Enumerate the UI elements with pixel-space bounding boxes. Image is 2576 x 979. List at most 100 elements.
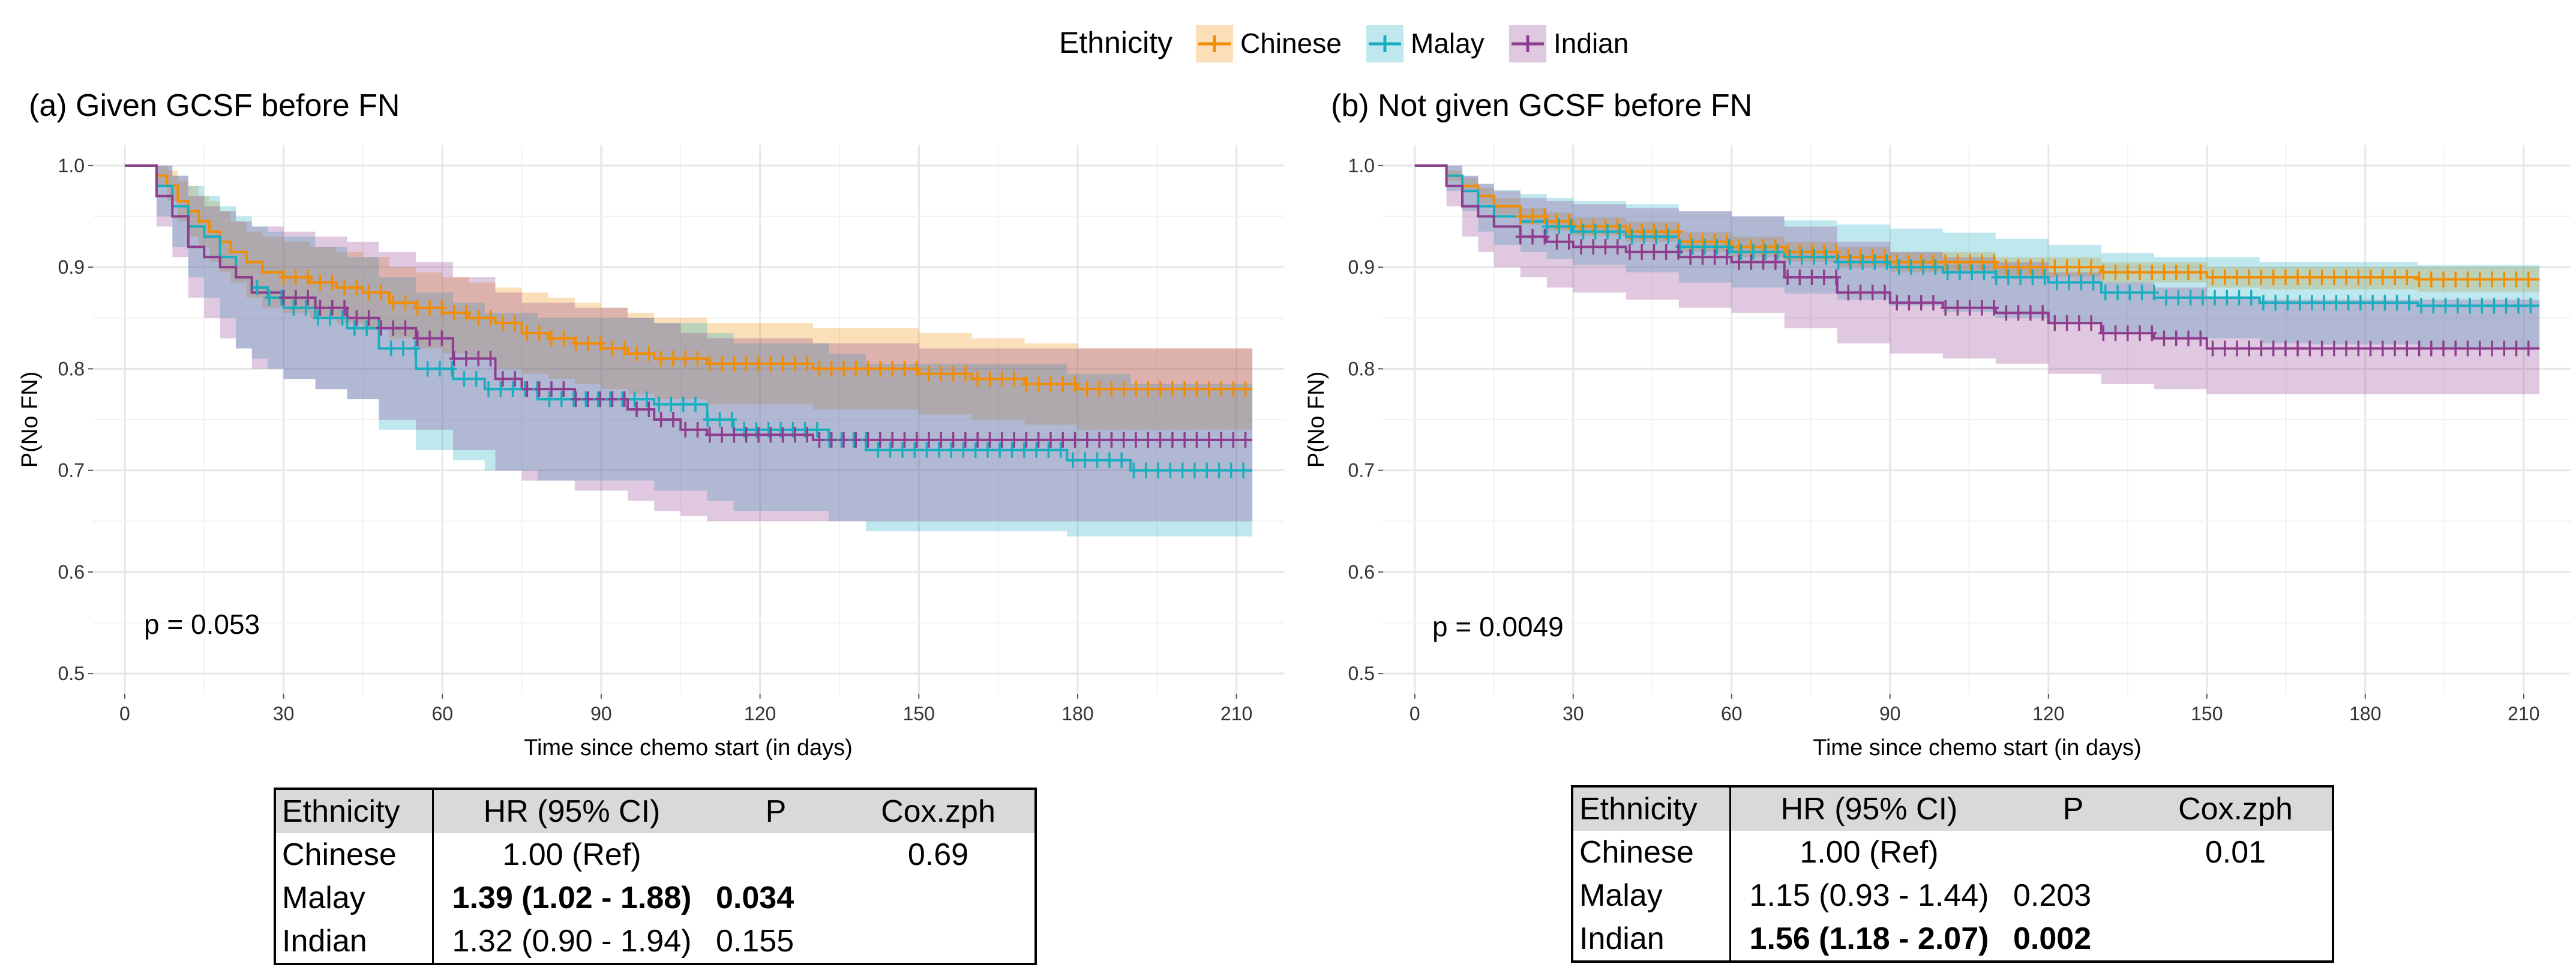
censor-marks-indian [278, 289, 1250, 448]
cell-ethnicity: Malay [275, 876, 434, 920]
header-p: P [2007, 786, 2139, 831]
y-tick-label: 0.9 [1348, 256, 1375, 278]
header-ethnicity: Ethnicity [1572, 786, 1731, 831]
censor-marks-chinese [1515, 208, 2533, 288]
axis-ticks: 0 30 60 90 120 150 180 210 0.5 0.6 0.7 0.8 0.9 1.0 [1348, 155, 2540, 724]
x-tick-label: 60 [1721, 703, 1743, 724]
x-axis-title: Time since chemo start (in days) [1813, 735, 2142, 761]
y-axis-title: P(No FN) [17, 372, 43, 468]
ci-band-indian [124, 165, 1253, 522]
table-row: Malay 1.15 (0.93 - 1.44) 0.203 [1572, 874, 2333, 917]
header-hr: HR (95% CI) [1730, 786, 2007, 831]
censor-marks [1515, 208, 2536, 357]
axis-ticks: 0 30 60 90 120 150 180 210 0.5 0.6 0.7 0.8 0.9 1.0 [58, 155, 1253, 724]
gridlines [93, 145, 1284, 694]
y-tick-label: 0.5 [1348, 663, 1375, 684]
table-row: Malay 1.39 (1.02 - 1.88) 0.034 [275, 876, 1036, 920]
ci-band-chinese [124, 165, 1253, 430]
cell-hr: 1.39 (1.02 - 1.88) [452, 881, 692, 915]
cell-hr: 1.32 (0.90 - 1.94) [452, 924, 692, 959]
y-tick-label: 0.6 [58, 561, 85, 583]
y-axis-title: P(No FN) [1304, 372, 1329, 468]
x-tick-label: 150 [2191, 703, 2223, 724]
ci-band-malay [1414, 165, 2540, 349]
y-tick-label: 1.0 [1348, 155, 1375, 176]
cell-coxzph: 0.01 [2205, 835, 2266, 870]
cell-ethnicity: Chinese [1572, 831, 1731, 874]
legend-label-malay: Malay [1411, 28, 1485, 59]
legend-item-malay: Malay [1366, 25, 1485, 62]
x-tick-label: 60 [431, 703, 453, 724]
y-tick-label: 0.8 [58, 358, 85, 379]
panel-title-a: (a) Given GCSF before FN [29, 88, 400, 123]
km-chart-b: 0 30 60 90 120 150 180 210 0.5 0.6 0.7 0.8 0.9 1.0 Ti… [1304, 145, 2571, 761]
table-row: Indian 1.32 (0.90 - 1.94) 0.155 [275, 920, 1036, 964]
cell-p: 0.155 [716, 924, 794, 959]
header-ethnicity: Ethnicity [275, 789, 434, 833]
table-row: Chinese 1.00 (Ref) 0.01 [1572, 831, 2333, 874]
cell-coxzph [2139, 874, 2333, 917]
x-axis-title: Time since chemo start (in days) [524, 735, 853, 761]
cell-hr: 1.15 (0.93 - 1.44) [1749, 878, 1989, 913]
legend: Ethnicity Chinese Malay Indian [1059, 25, 1629, 62]
x-tick-label: 30 [273, 703, 295, 724]
km-chart-a: 0 30 60 90 120 150 180 210 0.5 0.6 0.7 0.8 0.9 1.0 Ti… [17, 145, 1284, 761]
censor-marks-chinese [278, 270, 1250, 397]
cell-ethnicity: Malay [1572, 874, 1731, 917]
table-row: Chinese 1.00 (Ref) 0.69 [275, 833, 1036, 876]
censor-marks-malay [1542, 218, 2536, 314]
cell-p: 0.002 [2013, 921, 2092, 956]
legend-label-chinese: Chinese [1240, 28, 1342, 59]
p-value-annotation: p = 0.0049 [1432, 611, 1564, 642]
y-tick-label: 1.0 [58, 155, 85, 176]
x-tick-label: 30 [1563, 703, 1584, 724]
x-tick-label: 90 [590, 703, 612, 724]
legend-label-indian: Indian [1554, 28, 1629, 59]
header-coxzph: Cox.zph [842, 789, 1036, 833]
y-tick-label: 0.9 [58, 256, 85, 278]
km-line-chinese [1414, 164, 2540, 281]
cell-ethnicity: Indian [1572, 917, 1731, 962]
cell-ethnicity: Chinese [275, 833, 434, 876]
x-tick-label: 120 [744, 703, 776, 724]
y-tick-label: 0.8 [1348, 358, 1375, 379]
cell-hr: 1.00 (Ref) [502, 837, 641, 872]
header-coxzph: Cox.zph [2139, 786, 2333, 831]
censor-marks-malay [252, 279, 1249, 478]
cell-coxzph [842, 876, 1036, 920]
x-tick-label: 180 [1061, 703, 1093, 724]
cell-coxzph [2139, 917, 2333, 962]
legend-item-indian: Indian [1509, 25, 1629, 62]
y-tick-label: 0.5 [58, 663, 85, 684]
cell-coxzph: 0.69 [907, 837, 969, 872]
hr-table-a: Ethnicity HR (95% CI) P Cox.zph Chinese … [274, 788, 1037, 965]
cell-ethnicity: Indian [275, 920, 434, 964]
cell-coxzph [842, 920, 1036, 964]
cell-hr: 1.56 (1.18 - 2.07) [1749, 921, 1989, 956]
censor-marks-indian [1515, 229, 2533, 357]
ci-band-malay [124, 165, 1253, 537]
y-tick-label: 0.6 [1348, 561, 1375, 583]
p-value-annotation: p = 0.053 [144, 609, 260, 640]
x-tick-label: 210 [2508, 703, 2539, 724]
cell-p [2007, 831, 2139, 874]
table-header-row: Ethnicity HR (95% CI) P Cox.zph [275, 789, 1036, 833]
censor-marks [252, 270, 1250, 478]
x-tick-label: 0 [119, 703, 130, 724]
x-tick-label: 180 [2349, 703, 2381, 724]
x-tick-label: 210 [1220, 703, 1252, 724]
x-tick-label: 150 [903, 703, 935, 724]
x-tick-label: 0 [1410, 703, 1420, 724]
panel-title-b: (b) Not given GCSF before FN [1331, 88, 1753, 123]
y-tick-label: 0.7 [58, 460, 85, 481]
legend-item-chinese: Chinese [1196, 25, 1342, 62]
x-tick-label: 90 [1879, 703, 1901, 724]
cell-hr: 1.00 (Ref) [1800, 835, 1939, 870]
confidence-bands [124, 165, 1253, 537]
hr-table-b: Ethnicity HR (95% CI) P Cox.zph Chinese … [1571, 785, 2334, 963]
legend-title: Ethnicity [1059, 26, 1172, 59]
cell-p [710, 833, 842, 876]
ci-band-indian [1414, 165, 2540, 394]
header-hr: HR (95% CI) [433, 789, 710, 833]
x-tick-label: 120 [2032, 703, 2064, 724]
